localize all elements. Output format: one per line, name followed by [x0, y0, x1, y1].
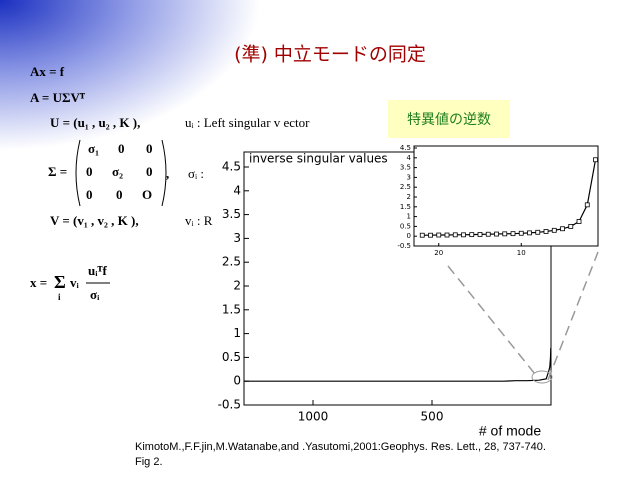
- y-tick-label: 0: [233, 374, 241, 388]
- data-marker: [527, 230, 532, 236]
- highlight: 特異値の逆数: [407, 112, 491, 128]
- x-tick-label: 20: [434, 249, 443, 257]
- equation: Σ: [54, 272, 66, 292]
- y-tick-label: 4.5: [222, 160, 241, 174]
- data-marker: [444, 232, 450, 238]
- equation: vᵢ: [70, 275, 80, 290]
- equation: V = (v₁ , v₂ , K ),: [50, 213, 139, 228]
- matrix-bracket: [75, 139, 167, 207]
- data-marker: [428, 232, 433, 238]
- data-marker: [518, 230, 524, 236]
- equation: vᵢ : R: [185, 213, 213, 228]
- equation: i: [58, 292, 61, 302]
- data-marker: [551, 227, 557, 233]
- data-marker: [461, 232, 466, 238]
- data-marker: [502, 231, 508, 237]
- y-tick-label: -0.5: [218, 398, 241, 412]
- x-tick-label: 1000: [298, 410, 329, 424]
- equation: 0: [146, 141, 153, 156]
- equation: σᵢ :: [188, 166, 204, 181]
- equation: 0: [86, 187, 93, 202]
- y-tick-label: 2.5: [400, 183, 411, 191]
- data-marker: [477, 232, 483, 237]
- data-marker: [568, 223, 574, 229]
- data-marker: [419, 232, 425, 238]
- data-marker: [584, 202, 590, 208]
- y-tick-label: 0: [407, 232, 411, 240]
- chart: -0.5 0 0.51 1.5 2 2.5 33.5 4 4.5 20 10: [397, 144, 599, 257]
- x-tick-label: 500: [421, 410, 444, 424]
- x-tick-label: 10: [517, 249, 526, 257]
- data-marker: [469, 232, 475, 238]
- data-marker: [494, 231, 499, 237]
- y-tick-label: 1: [233, 326, 241, 340]
- chart-title: inverse singular values: [249, 152, 388, 166]
- data-marker: [510, 231, 516, 237]
- equation: σ₂: [112, 164, 123, 179]
- y-tick-label: 3: [233, 231, 241, 245]
- equation: uᵢᵀf: [88, 263, 108, 278]
- data-marker: [452, 232, 458, 238]
- y-tick-label: 1.5: [400, 203, 411, 211]
- plot-area: [413, 145, 599, 247]
- data-marker: [535, 229, 541, 235]
- zoom-region: [531, 370, 553, 384]
- equation: 0: [116, 187, 123, 202]
- data-marker: [436, 232, 442, 238]
- y-tick-label: 4: [233, 183, 241, 197]
- data-marker: [485, 231, 491, 237]
- y-tick-label: 0.5: [222, 350, 241, 364]
- y-tick-label: 3.5: [400, 164, 411, 172]
- y-tick-label: -0.5: [397, 242, 411, 250]
- x-axis-label: # of mode: [479, 423, 541, 439]
- data-marker: [560, 226, 565, 232]
- equation: ,: [166, 166, 169, 181]
- equations: Ax = f A = UΣVᵀ U = (u₁ , u₂ , K ), uᵢ :…: [30, 64, 310, 302]
- data-marker: [593, 157, 598, 163]
- highlight-box: [388, 100, 510, 138]
- equation: 0: [86, 164, 93, 179]
- equation: O: [142, 187, 152, 202]
- equation: 0: [146, 164, 153, 179]
- y-tick-label: 2: [407, 193, 411, 201]
- slide-title: (準) 中立モードの同定: [234, 44, 426, 66]
- y-tick-label: 4: [407, 154, 412, 162]
- y-tick-label: 3: [407, 173, 411, 181]
- equation: A = UΣVᵀ: [30, 90, 86, 105]
- y-tick-label: 2: [233, 279, 241, 293]
- equation: σᵢ: [90, 287, 100, 302]
- figure-label: Fig 2.: [135, 456, 163, 468]
- equation: Σ =: [48, 164, 67, 179]
- equation: x =: [30, 275, 47, 290]
- data-marker: [576, 219, 582, 224]
- data-marker: [543, 229, 549, 234]
- citation: KimotoM.,F.F.jin,M.Watanabe,and .Yasutom…: [135, 441, 546, 453]
- y-tick-label: 1: [407, 213, 411, 221]
- equation: Ax = f: [30, 64, 65, 79]
- zoom-lines: [447, 251, 599, 381]
- y-tick-label: 2.5: [222, 255, 241, 269]
- data-line: [422, 159, 597, 236]
- equation: σ₁: [88, 141, 99, 156]
- y-tick-label: 4.5: [400, 144, 411, 152]
- y-tick-label: 0.5: [400, 222, 411, 230]
- equation: 0: [118, 141, 125, 156]
- y-tick-label: 3.5: [222, 207, 241, 221]
- equation: U = (u₁ , u₂ , K ),: [50, 115, 140, 130]
- equation: uᵢ : Left singular v ector: [185, 115, 310, 130]
- y-tick-label: 1.5: [222, 302, 241, 316]
- data-line: [244, 347, 552, 382]
